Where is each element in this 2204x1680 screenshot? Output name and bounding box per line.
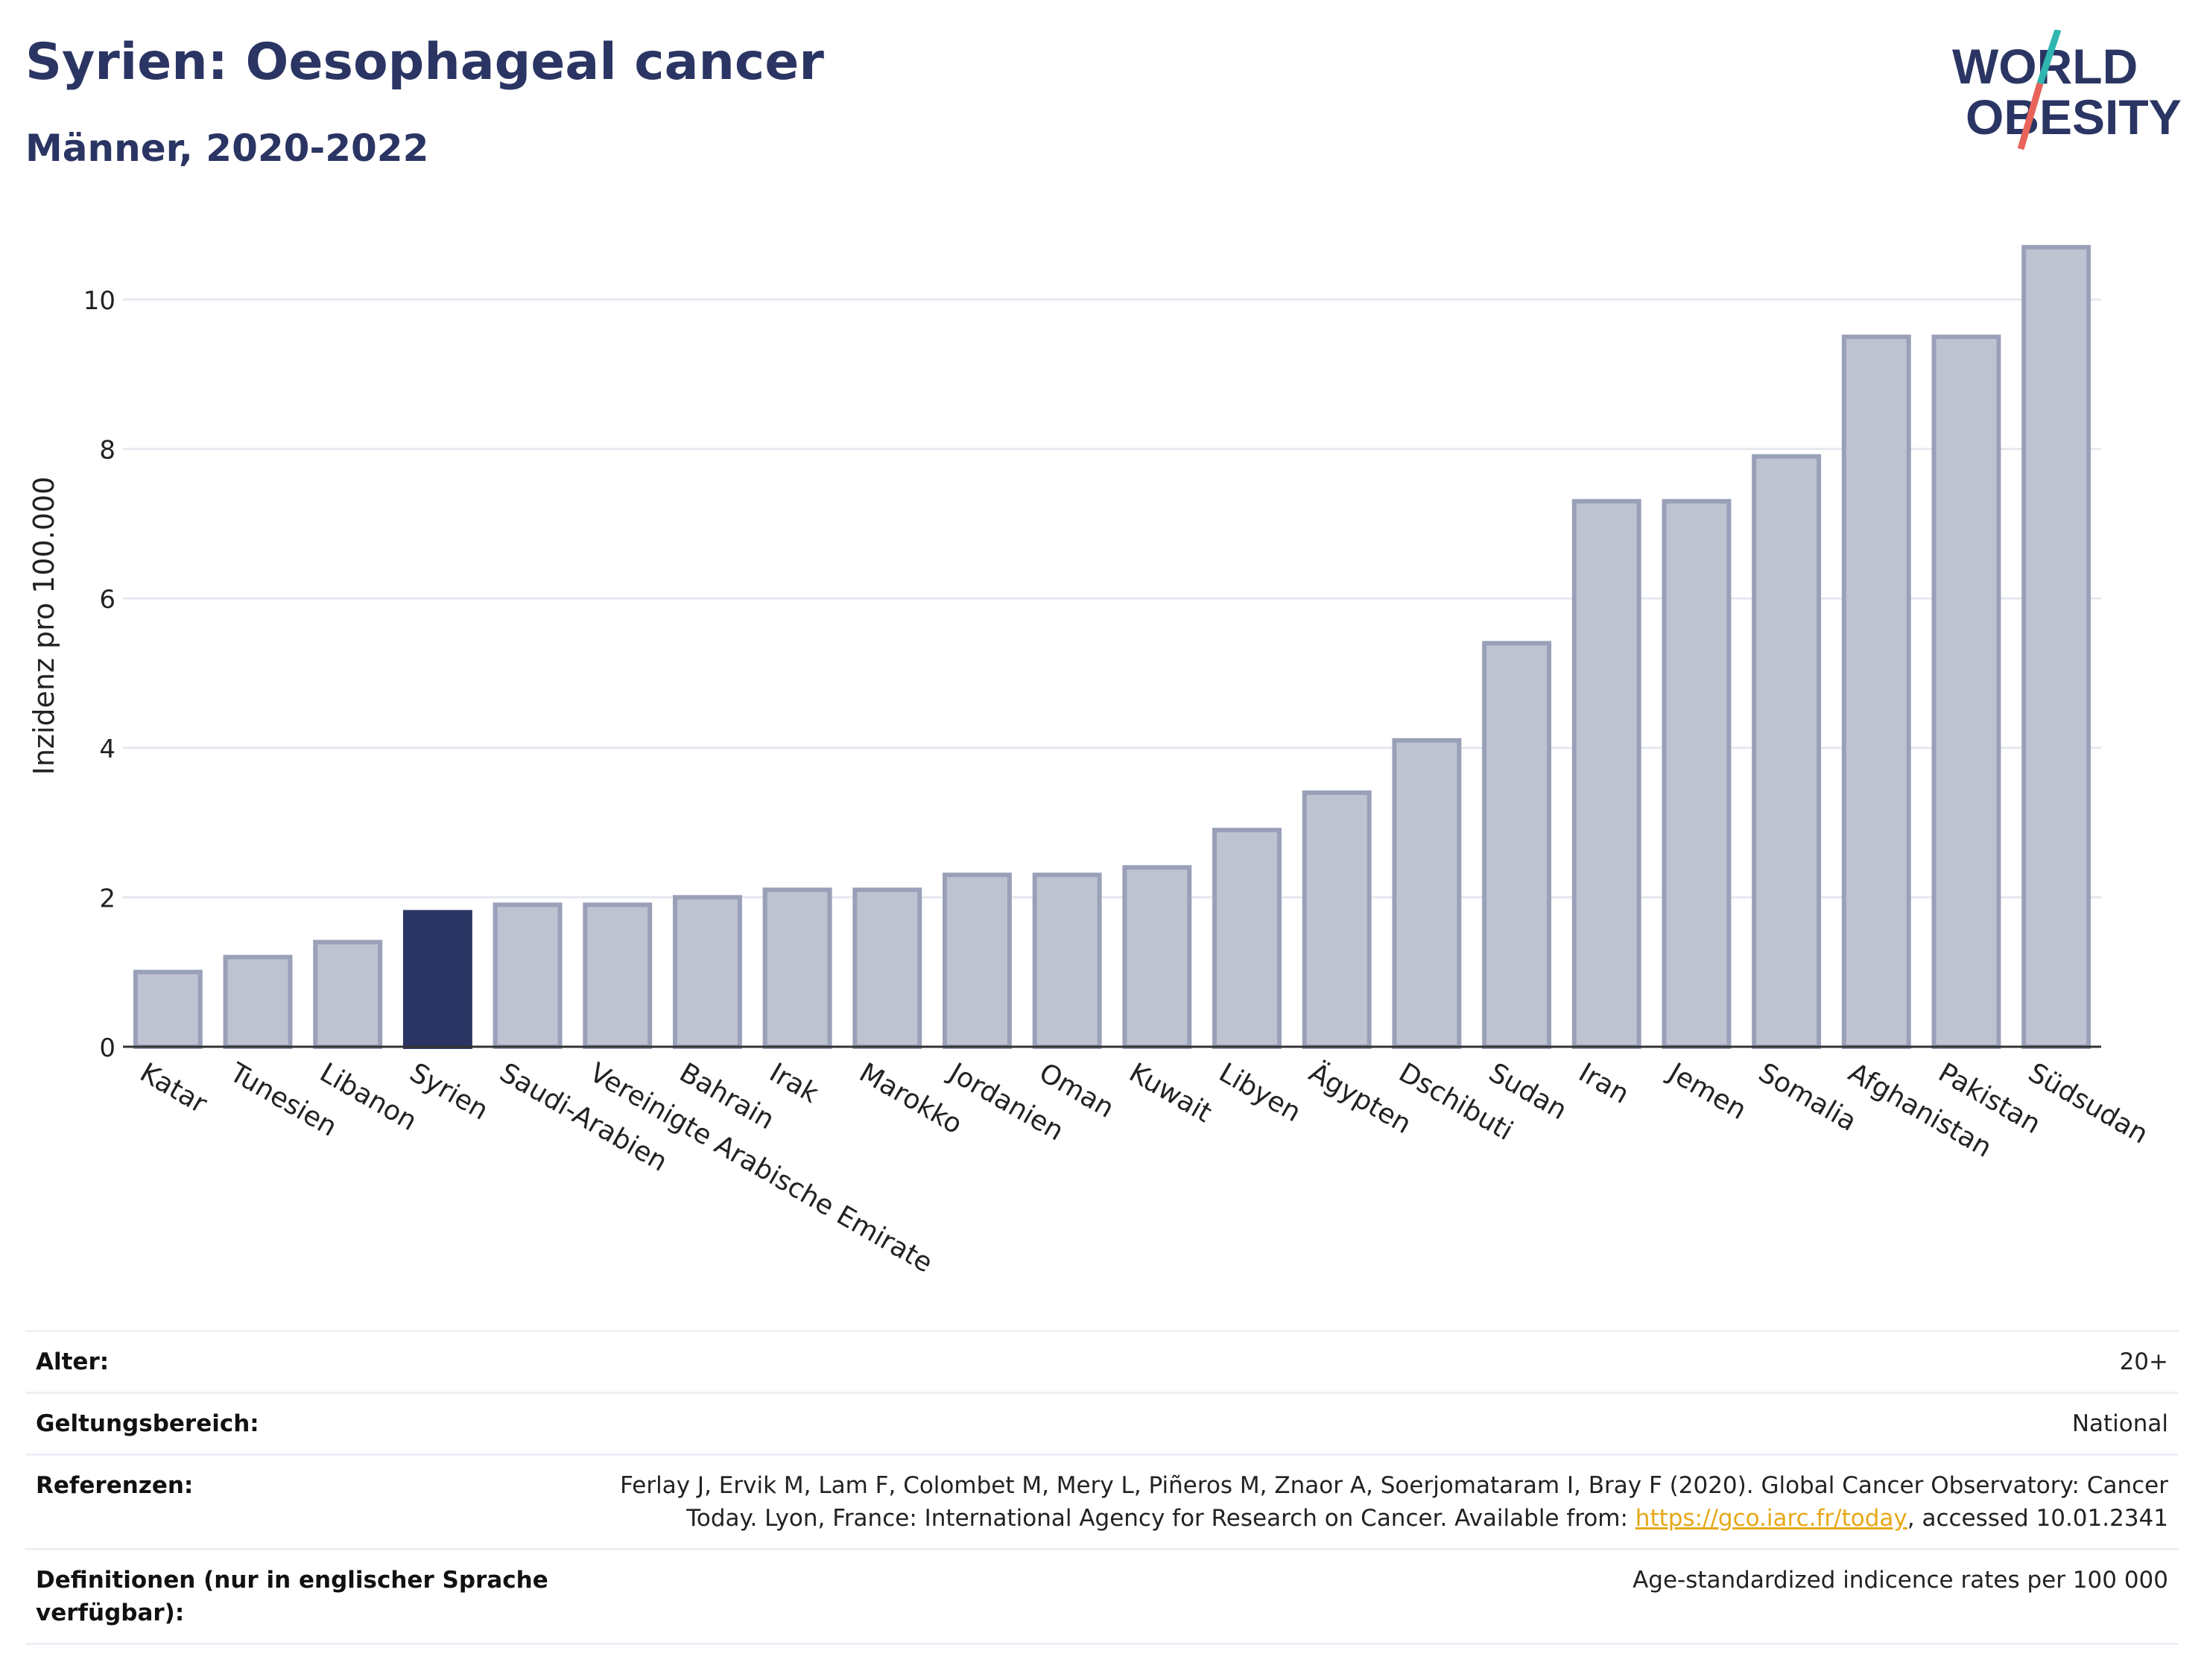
x-tick-label: Ägypten xyxy=(1304,1056,1417,1140)
logo-slash-red xyxy=(2017,82,2044,150)
y-tick-label: 2 xyxy=(99,884,115,913)
x-tick-label: Libyen xyxy=(1214,1057,1306,1128)
y-tick-label: 0 xyxy=(99,1033,115,1063)
chart-subtitle: Männer, 2020-2022 xyxy=(25,127,429,170)
bar-saudi-arabien xyxy=(493,902,563,1050)
bar-kuwait xyxy=(1122,865,1192,1050)
x-tick-label: Somalia xyxy=(1753,1057,1861,1138)
x-tick-label: Irak xyxy=(764,1057,824,1109)
logo-word-obesity: OBESITY xyxy=(1966,89,2182,145)
y-tick-label: 10 xyxy=(83,286,115,316)
meta-row-references: Referenzen: Ferlay J, Ervik M, Lam F, Co… xyxy=(25,1454,2179,1548)
bar-vereinigte-arabische-emirate xyxy=(583,902,653,1050)
chart-title: Syrien: Oesophageal cancer xyxy=(25,33,824,92)
references-accessed: , accessed 10.01.2341 xyxy=(1907,1505,2168,1532)
bar-bahrain xyxy=(672,895,742,1050)
scope-label: Geltungsbereich: xyxy=(36,1410,259,1437)
bars xyxy=(133,244,2091,1050)
x-tick-label: Südsudan xyxy=(2023,1057,2153,1150)
bar-somalia xyxy=(1752,454,1822,1049)
definitions-value: Age-standardized indicence rates per 100… xyxy=(1633,1567,2168,1594)
references-value: Ferlay J, Ervik M, Lam F, Colombet M, Me… xyxy=(566,1469,2168,1535)
y-tick-label: 8 xyxy=(99,436,115,466)
bar-oman xyxy=(1032,872,1102,1050)
bar-irak xyxy=(762,887,832,1049)
y-tick-label: 6 xyxy=(99,585,115,615)
bar-ägypten xyxy=(1302,790,1372,1049)
bar-tunesien xyxy=(223,954,293,1050)
bar-marokko xyxy=(852,887,922,1049)
scope-value: National xyxy=(2071,1410,2168,1437)
bar-libanon xyxy=(313,939,383,1049)
x-tick-label: Jemen xyxy=(1662,1056,1752,1126)
bar-libyen xyxy=(1212,828,1282,1049)
bar-syrien xyxy=(402,910,472,1049)
bar-südsudan xyxy=(2021,244,2091,1049)
bar-jemen xyxy=(1662,498,1732,1049)
age-label: Alter: xyxy=(36,1348,110,1375)
bar-afghanistan xyxy=(1841,335,1911,1049)
bar-sudan xyxy=(1482,641,1552,1049)
meta-row-scope: Geltungsbereich: National xyxy=(25,1392,2179,1454)
logo-slash-teal xyxy=(2036,30,2062,85)
metadata-table: Alter: 20+ Geltungsbereich: National Ref… xyxy=(25,1330,2179,1645)
age-value: 20+ xyxy=(2119,1348,2168,1375)
meta-row-definitions: Definitionen (nur in englischer Sprache … xyxy=(25,1548,2179,1645)
definitions-label: Definitionen (nur in englischer Sprache … xyxy=(36,1567,548,1626)
world-obesity-logo: WORLD OBESITY xyxy=(1952,30,2182,150)
x-tick-label: Kuwait xyxy=(1124,1057,1217,1129)
references-text: Ferlay J, Ervik M, Lam F, Colombet M, Me… xyxy=(620,1472,2168,1532)
bar-pakistan xyxy=(1931,335,2001,1049)
x-tick-label: Marokko xyxy=(854,1057,967,1140)
bar-iran xyxy=(1571,498,1641,1049)
bar-dschibuti xyxy=(1392,738,1462,1050)
references-label: Referenzen: xyxy=(36,1472,194,1499)
x-tick-label: Iran xyxy=(1574,1057,1634,1110)
references-link[interactable]: https://gco.iarc.fr/today xyxy=(1635,1505,1907,1532)
bar-jordanien xyxy=(943,872,1012,1050)
y-tick-label: 4 xyxy=(99,735,115,764)
bar-katar xyxy=(133,969,203,1049)
x-tick-label: Katar xyxy=(135,1057,212,1120)
meta-row-age: Alter: 20+ xyxy=(25,1330,2179,1392)
y-axis-label: Inzidenz pro 100.000 xyxy=(28,477,60,776)
